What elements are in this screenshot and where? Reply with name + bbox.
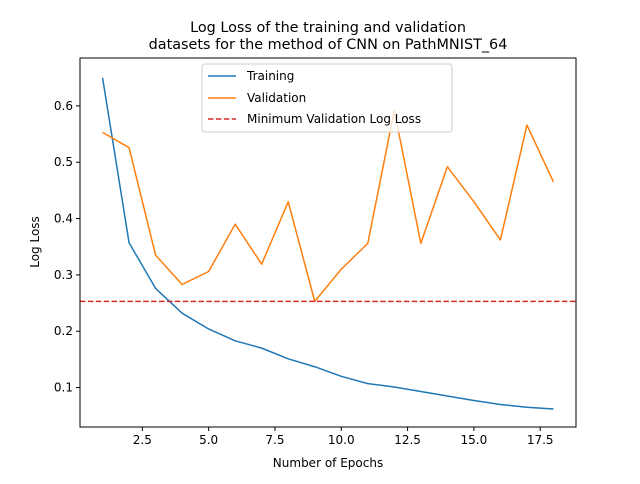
- y-tick-label: 0.1: [54, 381, 73, 395]
- y-tick-label: 0.2: [54, 324, 73, 338]
- y-axis-label: Log Loss: [28, 216, 42, 268]
- axes-frame: [79, 57, 577, 428]
- y-tick-label: 0.3: [54, 268, 73, 282]
- legend-label-min-validation: Minimum Validation Log Loss: [247, 112, 421, 126]
- x-tick-label: 2.5: [133, 433, 152, 447]
- x-tick-label: 17.5: [527, 433, 554, 447]
- x-tick-label: 7.5: [265, 433, 284, 447]
- legend-label-validation: Validation: [247, 91, 306, 105]
- x-axis-label: Number of Epochs: [273, 456, 383, 470]
- x-tick-label: 10.0: [328, 433, 355, 447]
- x-tick-label: 5.0: [199, 433, 218, 447]
- legend: Training Validation Minimum Validation L…: [201, 63, 453, 133]
- x-tick-label: 15.0: [461, 433, 488, 447]
- series-line-training: [101, 77, 554, 410]
- x-tick-label: 12.5: [394, 433, 421, 447]
- y-tick-label: 0.6: [54, 99, 73, 113]
- chart-title-line2: datasets for the method of CNN on PathMN…: [149, 37, 508, 53]
- legend-box: [201, 63, 453, 133]
- x-axis: 2.5 5.0 7.5 10.0 12.5 15.0 17.5: [133, 427, 554, 447]
- chart-title-line1: Log Loss of the training and validation: [190, 20, 466, 36]
- y-tick-label: 0.4: [54, 212, 73, 226]
- series-line-validation: [102, 109, 555, 303]
- y-axis: 0.1 0.2 0.3 0.4 0.5 0.6: [54, 99, 80, 395]
- legend-label-training: Training: [246, 69, 294, 83]
- plot-area: [80, 77, 576, 410]
- y-tick-label: 0.5: [54, 155, 73, 169]
